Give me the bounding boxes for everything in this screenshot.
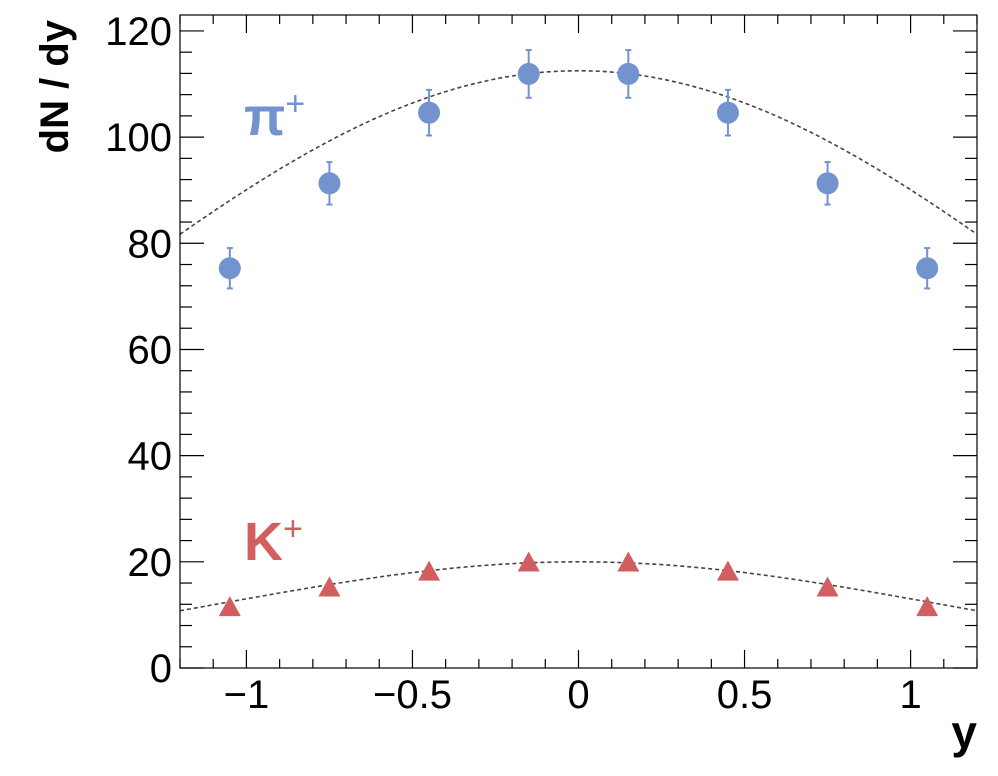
y-tick-label: 0 <box>150 647 172 691</box>
data-point-pion <box>218 257 241 280</box>
data-point-pion <box>418 101 441 124</box>
data-point-pion <box>617 62 640 85</box>
x-tick-label: 0.5 <box>717 673 773 717</box>
data-point-kaon <box>318 576 341 597</box>
fit-curves <box>179 69 978 612</box>
kaon-label: K+ <box>244 510 303 572</box>
y-tick-label: 60 <box>128 328 173 372</box>
data-point-kaon <box>617 551 640 572</box>
kaon-symbol: K <box>244 512 283 572</box>
y-tick-label: 100 <box>105 116 172 160</box>
data-point-kaon <box>517 551 540 572</box>
y-axis-title: dN / dy <box>33 19 77 153</box>
data-point-pion <box>816 172 839 195</box>
y-tick-label: 120 <box>105 10 172 54</box>
pion-symbol: π <box>244 87 285 147</box>
fit-curve-series-1 <box>179 561 978 612</box>
pion-charge: + <box>285 85 305 123</box>
x-tick-label: −0.5 <box>373 673 452 717</box>
x-tick-label: −1 <box>224 673 270 717</box>
data-point-pion <box>318 172 341 195</box>
y-tick-label: 20 <box>128 541 173 585</box>
y-tick-label: 80 <box>128 222 173 266</box>
data-points <box>218 49 939 617</box>
y-tick-label: 40 <box>128 435 173 479</box>
data-point-kaon <box>716 560 739 581</box>
data-point-pion <box>517 62 540 85</box>
kaon-charge: + <box>283 510 303 548</box>
data-point-kaon <box>418 560 441 581</box>
x-tick-labels: −1 −0.5 0 0.5 1 <box>224 673 922 717</box>
data-point-pion <box>916 257 939 280</box>
x-tick-label: 0 <box>567 673 589 717</box>
y-tick-labels: 0 20 40 60 80 100 120 <box>105 10 172 691</box>
data-point-kaon <box>218 596 241 617</box>
pion-label: π+ <box>244 85 305 147</box>
x-tick-label: 1 <box>899 673 921 717</box>
data-point-kaon <box>916 596 939 617</box>
x-axis-title: y <box>951 706 977 758</box>
fit-curve-series-0 <box>179 69 978 235</box>
axis-ticks <box>179 15 978 669</box>
data-point-kaon <box>816 576 839 597</box>
data-point-pion <box>716 101 739 124</box>
